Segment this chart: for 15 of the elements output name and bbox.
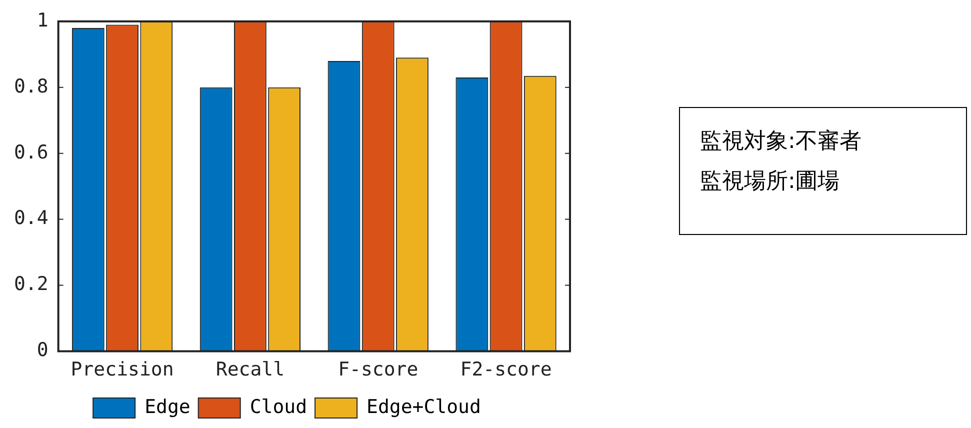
y-tick-label: 1 bbox=[36, 9, 48, 32]
legend-label: Cloud bbox=[250, 396, 308, 418]
legend-label: Edge+Cloud bbox=[366, 396, 481, 418]
legend-label: Edge bbox=[144, 396, 190, 418]
y-tick-label: 0 bbox=[36, 339, 48, 362]
x-tick-label: Precision bbox=[70, 358, 174, 381]
y-tick-label: 0.8 bbox=[14, 75, 48, 98]
text: 監視場所:圃場 bbox=[700, 168, 840, 196]
y-tick-label: 0.4 bbox=[14, 207, 48, 230]
y-tick-label: 0.6 bbox=[14, 141, 48, 164]
x-tick-label: F2-score bbox=[460, 358, 552, 381]
x-tick-label: Recall bbox=[216, 358, 285, 381]
x-tick-label: F-score bbox=[338, 358, 418, 381]
y-tick-label: 0.2 bbox=[14, 273, 48, 296]
text: 監視対象:不審者 bbox=[700, 128, 862, 156]
